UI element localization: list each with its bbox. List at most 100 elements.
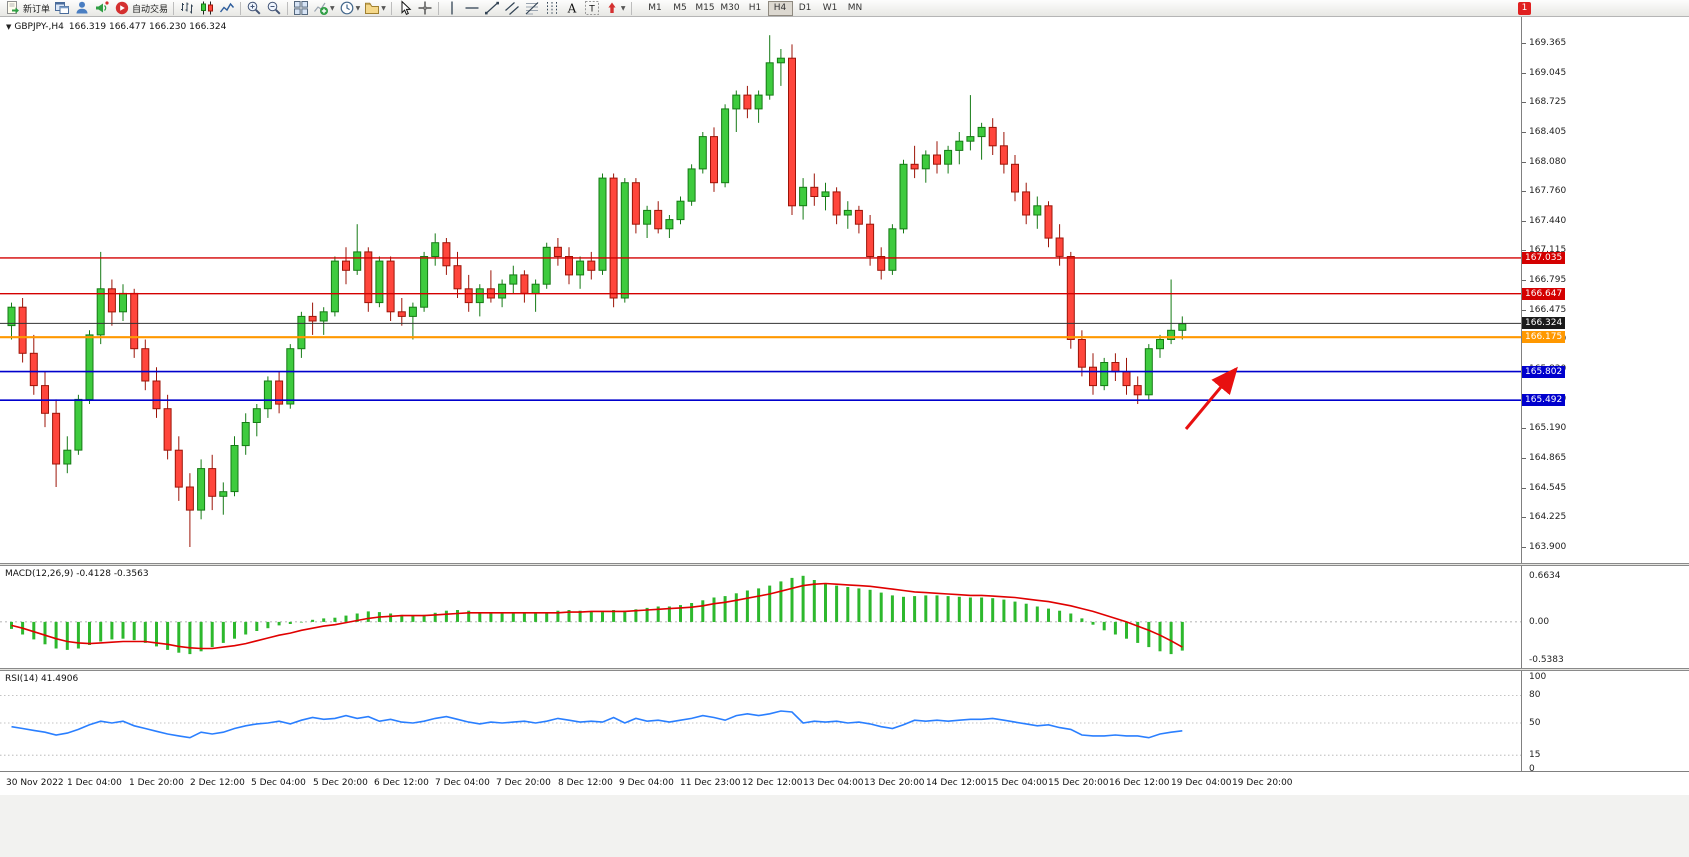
- axis-tick: [1522, 191, 1526, 192]
- price-line-label: 165.802: [1522, 366, 1566, 378]
- chevron-down-icon[interactable]: ▼: [381, 4, 386, 12]
- trendline-button[interactable]: [482, 0, 502, 16]
- collapse-triangle-icon[interactable]: ▼: [6, 23, 12, 31]
- price-line-label: 166.647: [1522, 288, 1566, 300]
- tile-windows-icon: [293, 0, 309, 16]
- panel-splitter[interactable]: [0, 563, 1689, 566]
- price-tick-label: 166.795: [1529, 275, 1567, 285]
- axis-tick: [1522, 488, 1526, 489]
- charts-window-button[interactable]: [52, 0, 72, 16]
- new-order-icon: [5, 0, 21, 16]
- price-chart-canvas[interactable]: [0, 17, 1521, 563]
- market-watch-icon: [74, 0, 90, 16]
- cycle-lines-button[interactable]: [542, 0, 562, 16]
- time-tick-label: 7 Dec 04:00: [435, 778, 490, 788]
- auto-trading-label: 自动交易: [132, 4, 169, 15]
- rsi-panel[interactable]: [0, 671, 1521, 771]
- axis-tick: [1522, 162, 1526, 163]
- price-axis[interactable]: 169.365 169.045 168.725 168.405 168.080 167.7…: [1521, 17, 1689, 774]
- chevron-down-icon[interactable]: ▼: [330, 4, 335, 12]
- crosshair-button[interactable]: [415, 0, 435, 16]
- time-tick-label: 13 Dec 04:00: [803, 778, 864, 788]
- macd-indicator-label: MACD(12,26,9) -0.4128 -0.3563: [5, 569, 149, 579]
- timeframe-m1-button[interactable]: M1: [648, 2, 662, 13]
- timeframe-h4-button[interactable]: H4: [767, 0, 793, 16]
- auto-trading-button[interactable]: 自动交易: [112, 0, 170, 16]
- toolbar-separator: [173, 1, 175, 15]
- fibonacci-button[interactable]: [522, 0, 542, 16]
- toolbar: 新订单 自动交易 ▼ ▼ ▼ A T ▼ M1 M5 M15 M30 H1 H4 D1 W1 MN: [0, 0, 1689, 17]
- time-tick-label: 1 Dec 20:00: [129, 778, 184, 788]
- panel-splitter[interactable]: [0, 668, 1689, 671]
- time-tick-label: 12 Dec 12:00: [742, 778, 803, 788]
- bar-chart-mode-button[interactable]: [177, 0, 197, 16]
- line-chart-mode-button[interactable]: [217, 0, 237, 16]
- new-order-button[interactable]: 新订单: [3, 0, 52, 16]
- candlestick-mode-button[interactable]: [197, 0, 217, 16]
- axis-tick: [1522, 280, 1526, 281]
- macd-panel[interactable]: [0, 566, 1521, 668]
- cycle-lines-icon: [544, 0, 560, 16]
- candlestick-icon: [199, 0, 215, 16]
- zoom-out-button[interactable]: [264, 0, 284, 16]
- chevron-down-icon[interactable]: ▼: [620, 4, 626, 12]
- timeframe-mn-button[interactable]: MN: [847, 2, 863, 13]
- zoom-in-button[interactable]: [244, 0, 264, 16]
- timeframe-m15-button[interactable]: M15: [695, 2, 715, 13]
- cursor-button[interactable]: [395, 0, 415, 16]
- time-tick-label: 15 Dec 04:00: [987, 778, 1048, 788]
- price-tick-label: 168.405: [1529, 127, 1567, 137]
- fibonacci-icon: [524, 0, 540, 16]
- zoom-out-icon: [266, 0, 282, 16]
- cursor-icon: [397, 0, 413, 16]
- auto-trading-icon: [114, 0, 130, 16]
- macd-canvas[interactable]: [0, 566, 1521, 668]
- timeframe-d1-button[interactable]: D1: [798, 2, 812, 13]
- vertical-line-icon: [444, 0, 460, 16]
- timeframe-w1-button[interactable]: W1: [822, 2, 838, 13]
- chevron-down-icon[interactable]: ▼: [355, 4, 361, 12]
- text-label-button[interactable]: T: [582, 0, 602, 16]
- price-tick-label: 164.545: [1529, 483, 1567, 493]
- time-tick-label: 5 Dec 20:00: [313, 778, 368, 788]
- svg-text:A: A: [567, 2, 577, 16]
- equidistant-channel-button[interactable]: [502, 0, 522, 16]
- periods-button[interactable]: ▼: [337, 0, 363, 16]
- price-tick-label: 167.760: [1529, 186, 1567, 196]
- axis-tick: [1522, 547, 1526, 548]
- time-axis[interactable]: 30 Nov 2022 1 Dec 04:00 1 Dec 20:00 2 Dec 1…: [0, 771, 1689, 795]
- axis-tick: [1522, 43, 1526, 44]
- timeframe-h1-button[interactable]: H1: [748, 2, 762, 13]
- news-button[interactable]: [92, 0, 112, 16]
- timeframe-m5-button[interactable]: M5: [673, 2, 687, 13]
- trend-arrow-annotation[interactable]: [1184, 366, 1238, 430]
- price-chart-panel[interactable]: [0, 17, 1521, 563]
- timeframe-m30-button[interactable]: M30: [720, 2, 740, 13]
- toolbar-separator: [630, 1, 632, 15]
- market-watch-button[interactable]: [72, 0, 92, 16]
- time-tick-label: 6 Dec 12:00: [374, 778, 429, 788]
- timeframe-group: M1 M5 M15 M30 H1 H4 D1 W1 MN: [643, 0, 868, 16]
- axis-tick: [1522, 132, 1526, 133]
- text-button[interactable]: A: [562, 0, 582, 16]
- candles-layer: [7, 35, 1187, 547]
- horizontal-line-button[interactable]: [462, 0, 482, 16]
- arrows-button[interactable]: ▼: [602, 0, 628, 16]
- time-tick-label: 19 Dec 20:00: [1232, 778, 1293, 788]
- channel-icon: [504, 0, 520, 16]
- indicators-button[interactable]: ▼: [311, 0, 337, 16]
- text-icon: A: [564, 0, 580, 16]
- price-tick-label: 167.440: [1529, 216, 1567, 226]
- time-tick-label: 13 Dec 20:00: [864, 778, 925, 788]
- chart-header: ▼ GBPJPY-,H4 166.319 166.477 166.230 166.3…: [6, 22, 226, 32]
- vertical-line-button[interactable]: [442, 0, 462, 16]
- crosshair-icon: [417, 0, 433, 16]
- axis-tick: [1522, 310, 1526, 311]
- price-line-label: 167.035: [1522, 252, 1566, 264]
- axis-tick: [1522, 458, 1526, 459]
- rsi-background: [0, 671, 1521, 771]
- tile-windows-button[interactable]: [291, 0, 311, 16]
- rsi-canvas[interactable]: [0, 671, 1521, 771]
- templates-button[interactable]: ▼: [362, 0, 388, 16]
- notification-badge[interactable]: 1: [1518, 2, 1531, 15]
